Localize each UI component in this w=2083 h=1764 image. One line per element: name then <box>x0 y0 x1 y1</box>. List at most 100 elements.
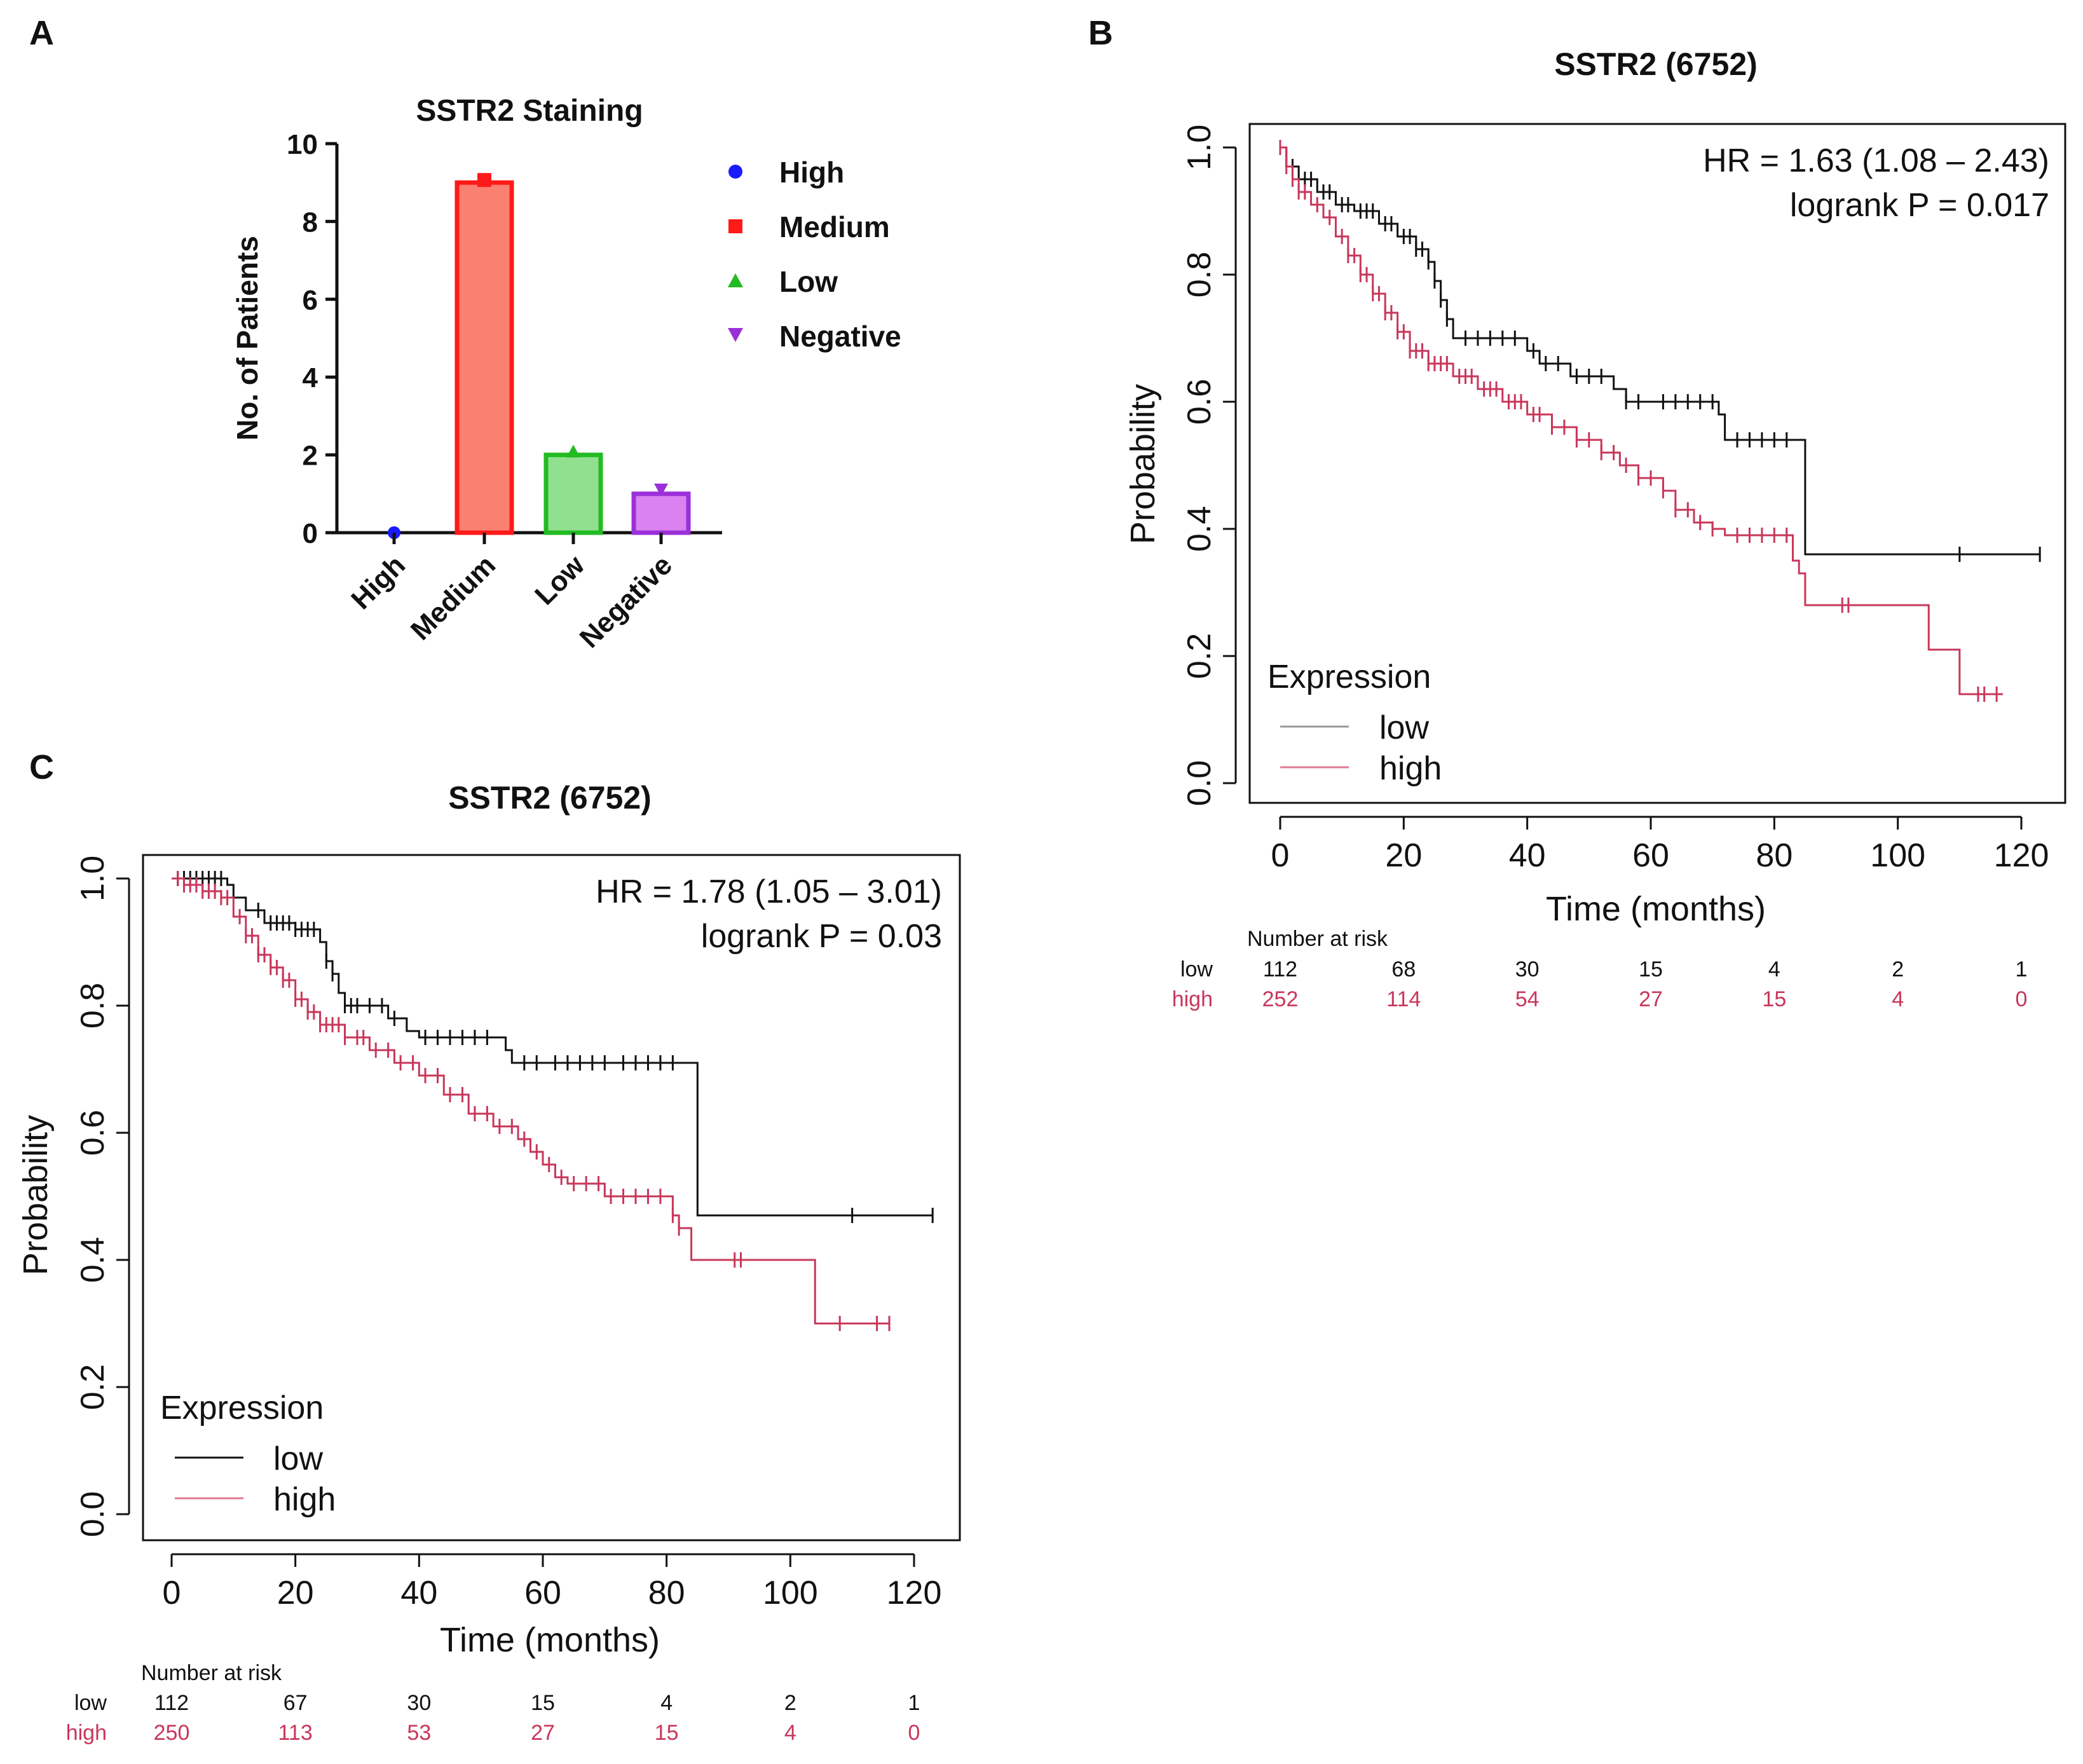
panel-c-legend-low-label: low <box>273 1440 323 1477</box>
panel-c-risk-low-value: 30 <box>407 1691 431 1715</box>
panel-a-legend-label: Medium <box>779 210 890 243</box>
panel-b-xtick-label: 80 <box>1756 837 1793 874</box>
panel-c-ytick-label: 0.6 <box>74 1110 111 1156</box>
panel-b-ytick-label: 0.2 <box>1181 633 1218 679</box>
panel-c-ytick-label: 0.0 <box>74 1491 111 1537</box>
panel-a-title: SSTR2 Staining <box>416 94 643 128</box>
panel-b-ylabel: Probability <box>1124 384 1162 544</box>
panel-a-xtick-label: Low <box>529 549 591 611</box>
panel-a-legend-label: High <box>779 156 844 189</box>
panel-b-risk-high-value: 252 <box>1262 987 1299 1011</box>
panel-c-risk-low-value: 67 <box>283 1691 308 1715</box>
panel-a-legend-marker <box>728 219 742 233</box>
panel-a-legend-label: Negative <box>779 320 901 353</box>
panel-a-ytick-label: 4 <box>303 362 318 393</box>
panel-c-risk-low-value: 112 <box>154 1691 189 1715</box>
panel-b-risk-low-value: 2 <box>1892 957 1904 981</box>
panel-c-risk-high-value: 113 <box>278 1721 313 1745</box>
panel-b-risk-high-value: 0 <box>2016 987 2028 1011</box>
panel-c-risk-high-value: 15 <box>655 1721 679 1745</box>
panel-a-ytick-label: 2 <box>303 441 318 472</box>
panel-c-risk-low-value: 1 <box>908 1691 920 1715</box>
panel-c-title: SSTR2 (6752) <box>448 780 652 816</box>
panel-b-plot-frame <box>1248 123 2066 804</box>
panel-a-point-medium <box>477 173 491 188</box>
panel-c-plot-frame <box>142 854 961 1542</box>
panel-b-legend-low-label: low <box>1379 709 1429 746</box>
panel-a-ytick-label: 6 <box>303 285 318 316</box>
panel-a-point-low <box>566 444 580 458</box>
panel-b-risk-high-value: 4 <box>1892 987 1904 1011</box>
panel-a-ytick-label: 8 <box>303 207 318 238</box>
panel-c-risk-high-value: 4 <box>784 1721 796 1745</box>
panel-c-ytick-label: 1.0 <box>74 856 111 901</box>
panel-b-xlabel: Time (months) <box>1546 890 1766 928</box>
panel-c-hr-text: HR = 1.78 (1.05 – 3.01) <box>596 873 942 910</box>
panel-c-curve-low <box>172 877 933 1217</box>
panel-b-risk-high-value: 15 <box>1762 987 1786 1011</box>
panel-c-ytick-label: 0.4 <box>74 1237 111 1283</box>
panel-b-ytick-label: 0.6 <box>1181 379 1218 425</box>
panel-a-bar-negative <box>631 491 691 535</box>
panel-b-km-plot: SSTR2 (6752) Probability Time (months) H… <box>1124 46 2066 1011</box>
panel-b-risk-high-value: 54 <box>1515 987 1540 1011</box>
panel-a-bar-low <box>543 453 603 535</box>
panel-a-legend-marker <box>728 273 743 287</box>
panel-b-ytick-label: 0.8 <box>1181 252 1218 297</box>
panel-c-risk-label: Number at risk <box>141 1661 282 1685</box>
panel-a-ylabel: No. of Patients <box>231 236 264 441</box>
panel-c-xtick-label: 120 <box>887 1575 942 1611</box>
panel-c-risk-high-name: high <box>66 1721 107 1745</box>
panel-c-xtick-label: 60 <box>524 1575 561 1611</box>
panel-c-logrank-text: logrank P = 0.03 <box>701 918 942 955</box>
panel-b-ytick-label: 0.0 <box>1181 760 1218 806</box>
panel-c-risk-low-value: 4 <box>660 1691 673 1715</box>
panel-b-xtick-label: 100 <box>1870 837 1925 874</box>
panel-c-risk-high-value: 27 <box>531 1721 555 1745</box>
panel-b-ytick-label: 1.0 <box>1181 125 1218 170</box>
panel-b-xtick-label: 40 <box>1509 837 1546 874</box>
panel-b-xtick-label: 0 <box>1271 837 1290 874</box>
panel-b-risk-low-value: 1 <box>2016 957 2028 981</box>
panel-a-bar-chart: SSTR2 Staining No. of Patients 0 2 4 6 8 10 H… <box>231 94 901 654</box>
panel-c-risk-high-value: 53 <box>407 1721 431 1745</box>
panel-letter-b: B <box>1088 14 1113 52</box>
panel-a-legend-label: Low <box>779 265 838 298</box>
panel-b-xtick-label: 120 <box>1994 837 2049 874</box>
panel-c-ytick-label: 0.8 <box>74 983 111 1029</box>
panel-letter-c: C <box>29 748 54 786</box>
panel-c-legend-title: Expression <box>160 1390 324 1426</box>
panel-a-xtick-label: Negative <box>574 549 678 653</box>
panel-letter-a: A <box>29 14 54 52</box>
panel-c-legend-high-label: high <box>273 1481 336 1518</box>
panel-c-ytick-label: 0.2 <box>74 1364 111 1410</box>
panel-b-risk-high-value: 114 <box>1386 987 1421 1011</box>
panel-a-legend-marker <box>728 328 743 342</box>
panel-c-risk-high-value: 250 <box>154 1721 190 1745</box>
panel-a-bar-medium <box>454 180 514 535</box>
panel-b-xtick-label: 60 <box>1632 837 1669 874</box>
panel-c-xtick-label: 0 <box>163 1575 181 1611</box>
panel-b-risk-low-value: 30 <box>1515 957 1540 981</box>
panel-a-ytick-label: 0 <box>303 518 318 549</box>
panel-b-xtick-label: 20 <box>1385 837 1422 874</box>
panel-b-title: SSTR2 (6752) <box>1554 46 1758 82</box>
panel-b-risk-high-name: high <box>1172 987 1213 1011</box>
panel-c-xtick-label: 40 <box>400 1575 437 1611</box>
panel-b-risk-low-value: 68 <box>1391 957 1416 981</box>
panel-b-risk-label: Number at risk <box>1247 927 1388 951</box>
panel-b-legend-high-label: high <box>1379 750 1442 787</box>
panel-b-logrank-text: logrank P = 0.017 <box>1790 187 2049 224</box>
panel-b-risk-low-value: 4 <box>1768 957 1780 981</box>
panel-a-legend-marker <box>728 165 742 179</box>
panel-c-xtick-label: 20 <box>277 1575 314 1611</box>
panel-c-risk-low-name: low <box>74 1691 107 1715</box>
panel-b-risk-high-value: 27 <box>1639 987 1663 1011</box>
panel-c-ylabel: Probability <box>17 1115 55 1275</box>
panel-b-risk-low-name: low <box>1180 957 1213 981</box>
panel-b-risk-low-value: 112 <box>1263 957 1297 981</box>
panel-c-xtick-label: 100 <box>763 1575 818 1611</box>
panel-c-risk-high-value: 0 <box>908 1721 920 1745</box>
panel-c-risk-low-value: 2 <box>784 1691 796 1715</box>
